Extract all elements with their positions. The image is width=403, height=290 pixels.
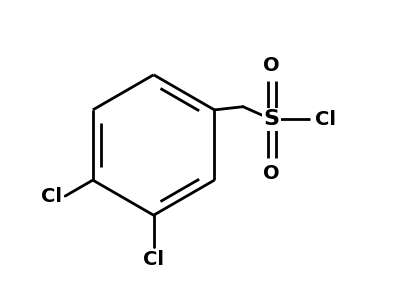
Text: Cl: Cl <box>41 186 62 206</box>
Text: S: S <box>264 109 280 129</box>
Text: Cl: Cl <box>143 250 164 269</box>
Text: O: O <box>264 56 280 75</box>
Text: O: O <box>264 164 280 183</box>
Text: Cl: Cl <box>315 110 336 129</box>
